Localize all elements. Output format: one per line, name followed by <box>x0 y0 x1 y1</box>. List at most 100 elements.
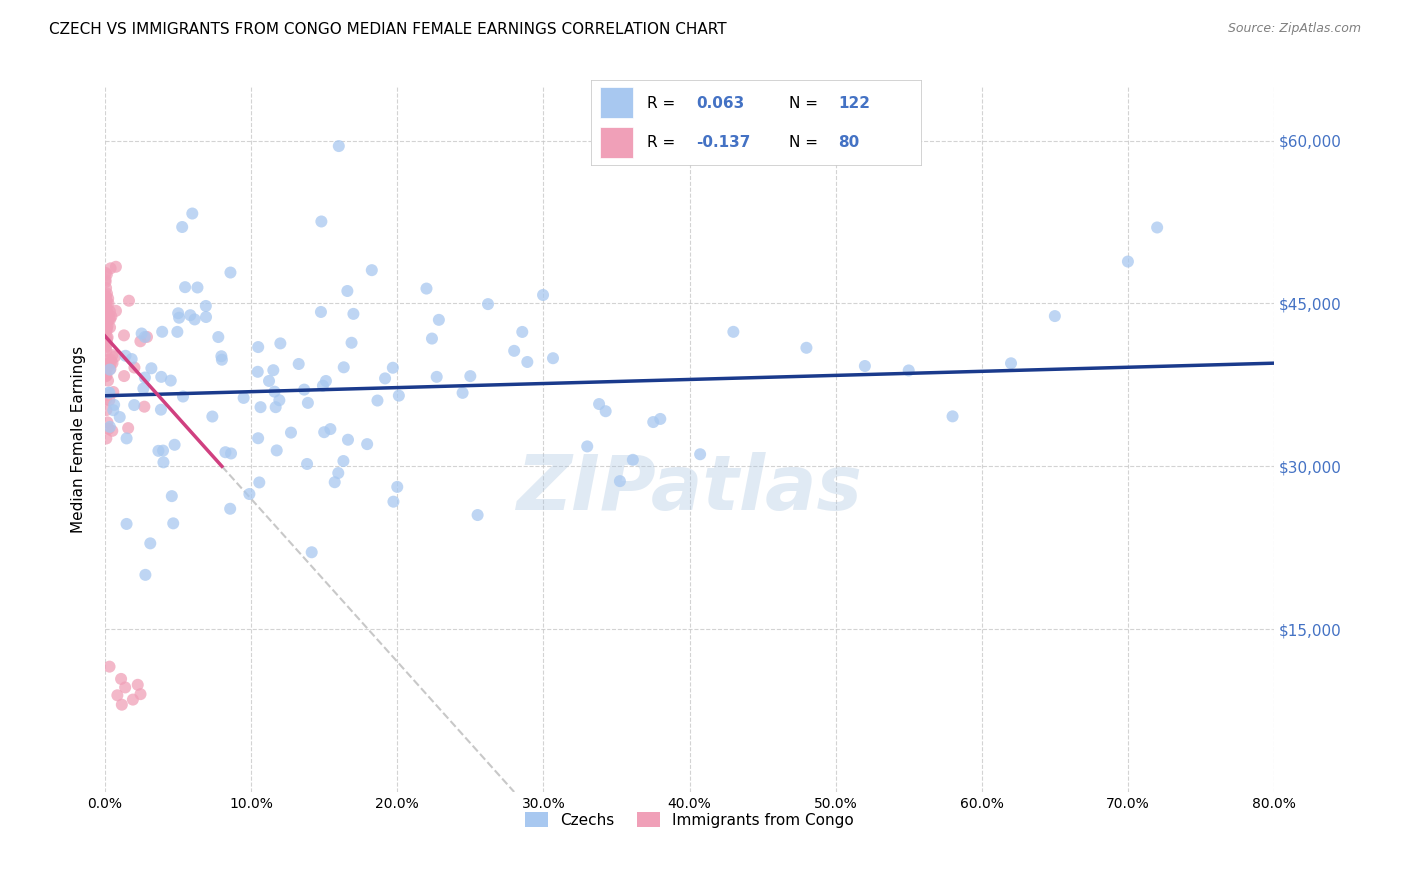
Point <box>122 692 145 706</box>
Point <box>112 328 135 343</box>
Point <box>98 420 121 434</box>
Point <box>96 368 118 383</box>
Point <box>110 672 132 686</box>
Point <box>249 400 271 414</box>
Point <box>94 300 117 314</box>
Point <box>139 536 162 550</box>
Point <box>150 369 173 384</box>
Point <box>853 359 876 373</box>
Point <box>94 288 117 302</box>
Point <box>510 325 533 339</box>
Point <box>104 260 127 274</box>
Point <box>103 398 125 412</box>
Point <box>219 266 242 280</box>
Point <box>98 385 121 400</box>
Point <box>332 360 354 375</box>
Point <box>94 362 117 376</box>
Point <box>426 369 449 384</box>
FancyBboxPatch shape <box>600 87 634 119</box>
Point <box>315 374 337 388</box>
Point <box>163 438 186 452</box>
Point <box>96 334 118 349</box>
Point <box>262 363 284 377</box>
Point <box>97 314 120 328</box>
Point <box>104 350 127 364</box>
Point <box>94 290 117 304</box>
Text: 0.063: 0.063 <box>696 95 745 111</box>
Point <box>1043 309 1066 323</box>
Point <box>97 359 120 374</box>
Point <box>332 454 354 468</box>
Point <box>101 356 124 370</box>
Point <box>211 352 233 367</box>
Point <box>247 475 270 490</box>
Point <box>460 369 482 384</box>
Point <box>689 447 711 461</box>
Point <box>96 309 118 323</box>
Point <box>328 466 350 480</box>
Point <box>98 312 121 326</box>
Point <box>366 393 388 408</box>
Point <box>97 330 120 344</box>
Point <box>214 445 236 459</box>
Point <box>96 304 118 318</box>
Point <box>201 409 224 424</box>
Point <box>132 382 155 396</box>
Point <box>337 433 360 447</box>
Point <box>97 385 120 400</box>
Point <box>503 343 526 358</box>
Point <box>96 415 118 429</box>
Text: Source: ZipAtlas.com: Source: ZipAtlas.com <box>1227 22 1361 36</box>
Point <box>127 678 149 692</box>
Point <box>101 348 124 362</box>
Point <box>186 280 208 294</box>
Point <box>609 474 631 488</box>
Point <box>94 281 117 295</box>
Point <box>172 219 194 234</box>
Point <box>148 443 170 458</box>
Point <box>96 392 118 407</box>
Point <box>166 325 188 339</box>
Point <box>134 370 156 384</box>
Point <box>96 353 118 368</box>
Point <box>172 390 194 404</box>
Point <box>451 385 474 400</box>
Point <box>219 446 242 460</box>
Text: 122: 122 <box>838 95 870 111</box>
Point <box>94 275 117 289</box>
Point <box>516 355 538 369</box>
Point <box>149 402 172 417</box>
Point <box>183 312 205 326</box>
Point <box>576 439 599 453</box>
Text: 80: 80 <box>838 136 859 151</box>
Point <box>621 453 644 467</box>
Point <box>643 415 665 429</box>
Point <box>162 516 184 531</box>
Point <box>467 508 489 522</box>
Point <box>297 396 319 410</box>
Point <box>96 293 118 308</box>
Point <box>141 361 163 376</box>
Point <box>98 304 121 318</box>
Point <box>541 351 564 366</box>
Point <box>336 284 359 298</box>
Point <box>257 374 280 388</box>
Point <box>159 374 181 388</box>
Point <box>117 421 139 435</box>
Point <box>897 363 920 377</box>
Point <box>100 352 122 367</box>
Point <box>101 424 124 438</box>
Point <box>122 398 145 412</box>
Point <box>115 516 138 531</box>
Point <box>111 698 134 712</box>
Point <box>269 393 291 408</box>
Point <box>427 313 450 327</box>
Point <box>103 403 125 417</box>
Text: R =: R = <box>647 136 681 151</box>
Text: ZIPatlas: ZIPatlas <box>516 451 862 525</box>
Point <box>97 374 120 388</box>
Point <box>124 360 146 375</box>
Point <box>588 397 610 411</box>
Point <box>96 358 118 372</box>
Point <box>152 455 174 469</box>
